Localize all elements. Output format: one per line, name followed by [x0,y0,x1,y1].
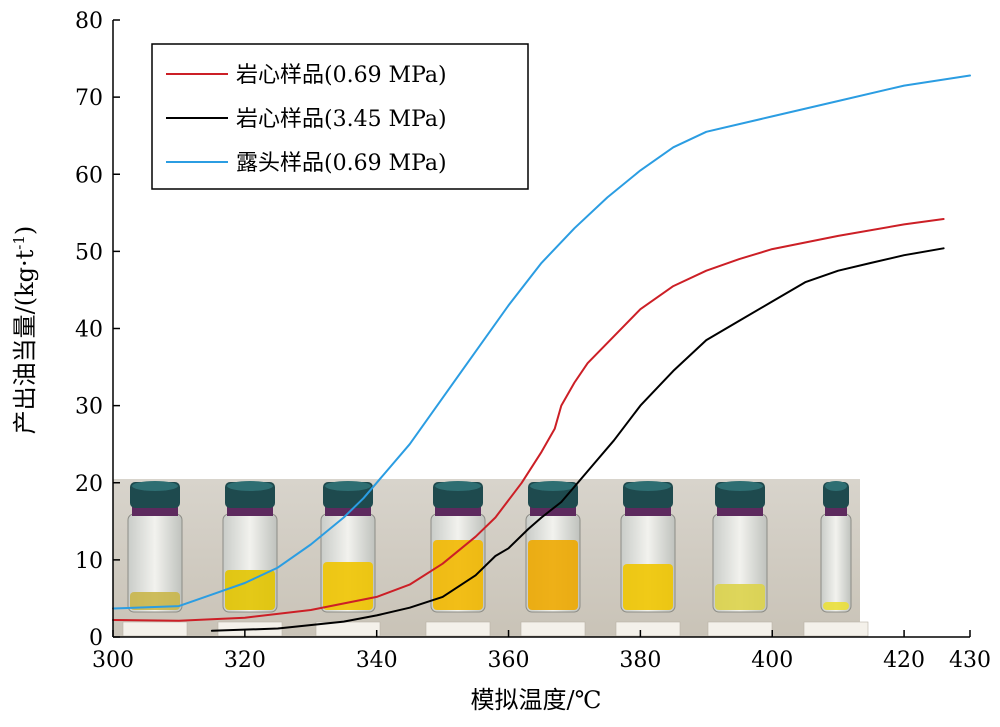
x-tick-label: 340 [356,648,398,673]
legend-label-2: 岩心样品(3.45 MPa) [236,107,447,132]
vial-4 [425,481,491,637]
y-axis-title-sup: -1 [10,235,28,250]
legend-label-3: 露头样品(0.69 MPa) [236,151,447,176]
legend-label-1: 岩心样品(0.69 MPa) [236,63,447,88]
y-tick-label: 80 [75,9,103,34]
x-axis-title: 模拟温度/℃ [471,686,602,714]
x-tick-label: 400 [751,648,793,673]
y-tick-label: 60 [75,163,103,188]
legend-box [151,43,529,190]
series-line-2 [210,247,945,632]
y-tick-label: 0 [89,626,103,651]
y-tick-label: 40 [75,318,103,343]
vial-8 [803,481,869,637]
vial-5 [520,481,586,637]
y-tick-label: 20 [75,472,103,497]
series-line-1 [112,218,945,622]
legend: 岩心样品(0.69 MPa) 岩心样品(3.45 MPa) 露头样品(0.69 MP… [151,43,529,190]
sample-vials-photo [113,479,869,637]
x-tick-label: 420 [883,648,925,673]
y-tick-label: 10 [75,549,103,574]
x-tick-label: 430 [949,648,991,673]
y-axis-title-main: 产出油当量/(kg·t [11,249,39,434]
vial-1 [122,481,188,637]
series-lines [112,74,971,632]
vial-7 [707,481,773,637]
vial-6 [615,481,681,637]
y-axis-ticks: 0 10 20 30 40 50 60 70 80 [75,9,120,651]
x-axis-ticks: 300 320 340 360 380 400 420 430 [92,630,991,673]
x-tick-label: 300 [92,648,134,673]
y-tick-label: 70 [75,86,103,111]
y-axis-title: 产出油当量/(kg·t-1) [10,226,39,435]
y-tick-label: 50 [75,240,103,265]
x-tick-label: 380 [619,648,661,673]
x-tick-label: 320 [224,648,266,673]
y-axis-title-close: ) [11,226,39,235]
axes: 300 320 340 360 380 400 420 430 0 10 20 30 40 50 60 70… [75,9,991,673]
series-line-3 [112,74,971,610]
y-tick-label: 30 [75,395,103,420]
x-tick-label: 360 [488,648,530,673]
